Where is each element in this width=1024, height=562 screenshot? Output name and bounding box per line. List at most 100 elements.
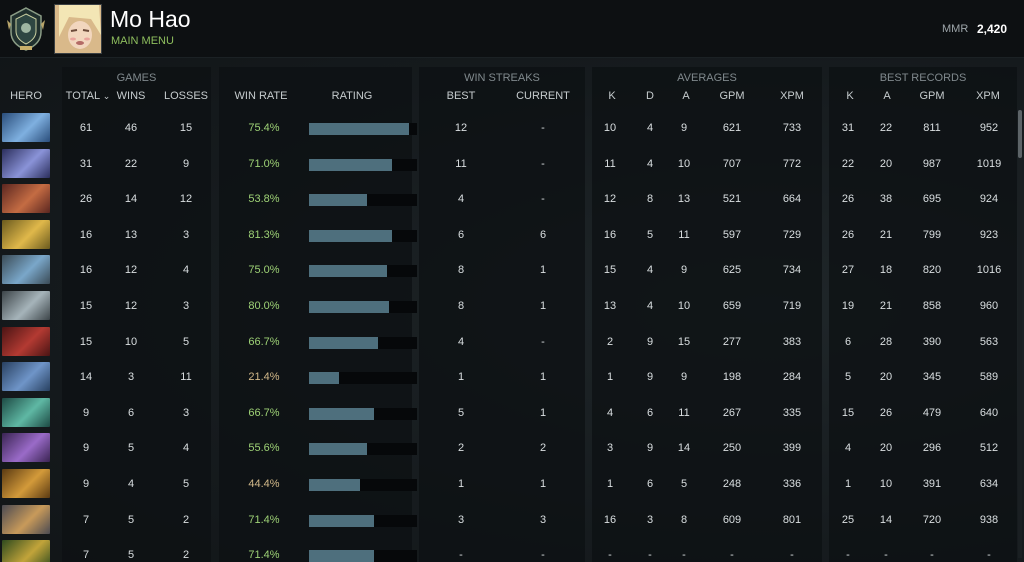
column-header-best-kills[interactable]: K bbox=[846, 90, 854, 102]
stat-best-streak: 8 bbox=[457, 264, 465, 277]
scrollbar-thumb[interactable] bbox=[1018, 110, 1022, 158]
stat-total: 7 bbox=[82, 549, 90, 562]
column-header-losses[interactable]: LOSSES bbox=[163, 90, 209, 102]
column-header-best-gpm[interactable]: GPM bbox=[919, 90, 945, 102]
rating-bar bbox=[309, 336, 378, 349]
table-row[interactable]: 16 12 4 75.0% 8 1 15 4 9 625 734 27 18 820 1016 bbox=[0, 252, 1024, 288]
column-header-avg-xpm[interactable]: XPM bbox=[780, 90, 804, 102]
column-header-best-streak[interactable]: BEST bbox=[446, 90, 476, 102]
column-header-avg-deaths[interactable]: D bbox=[646, 90, 654, 102]
table-row[interactable]: 31 22 9 71.0% 11 - 11 4 10 707 772 22 20 987 1019 bbox=[0, 146, 1024, 182]
stat-avg-assists: 8 bbox=[680, 513, 688, 526]
column-header-best-assists[interactable]: A bbox=[883, 90, 891, 102]
column-header-avg-gpm[interactable]: GPM bbox=[719, 90, 745, 102]
hero-portrait-green-gold-icon[interactable] bbox=[2, 540, 50, 562]
hero-portrait-red-brute-icon[interactable] bbox=[2, 184, 50, 214]
column-header-avg-kills[interactable]: K bbox=[608, 90, 616, 102]
hero-portrait-blue-ranger-icon[interactable] bbox=[2, 113, 50, 142]
table-row[interactable]: 16 13 3 81.3% 6 6 16 5 11 597 729 26 21 799 923 bbox=[0, 217, 1024, 253]
rating-bar bbox=[309, 123, 409, 135]
scrollbar[interactable] bbox=[1018, 110, 1022, 558]
stat-avg-xpm: 734 bbox=[782, 264, 802, 277]
hero-portrait-winged-archer-icon[interactable] bbox=[2, 504, 50, 534]
table-row[interactable]: 9 6 3 66.7% 5 1 4 6 11 267 335 15 26 479 640 bbox=[0, 395, 1024, 431]
stat-avg-deaths: 6 bbox=[646, 478, 654, 490]
stat-total: 61 bbox=[79, 122, 93, 134]
table-row[interactable]: 7 5 2 71.4% - - - - - - - - - - - bbox=[0, 537, 1024, 562]
table-row[interactable]: 61 46 15 75.4% 12 - 10 4 9 621 733 31 22 811 952 bbox=[0, 110, 1024, 146]
stat-best-kills: 26 bbox=[841, 228, 855, 241]
table-row[interactable]: 15 12 3 80.0% 8 1 13 4 10 659 719 19 21 858 960 bbox=[0, 288, 1024, 324]
hero-portrait-purple-knight-icon[interactable] bbox=[2, 148, 50, 178]
hero-portrait-bearded-dwarf-icon[interactable] bbox=[2, 469, 50, 498]
stat-wins: 14 bbox=[124, 193, 138, 206]
column-header-rating[interactable]: RATING bbox=[331, 90, 373, 102]
stat-best-assists: 26 bbox=[879, 406, 893, 419]
hero-portrait-golden-sorceress-icon[interactable] bbox=[2, 219, 50, 249]
stat-current-streak: - bbox=[541, 157, 545, 170]
stat-losses: 9 bbox=[182, 157, 190, 170]
table-row[interactable]: 9 5 4 55.6% 2 2 3 9 14 250 399 4 20 296 512 bbox=[0, 430, 1024, 466]
column-header-avg-assists[interactable]: A bbox=[682, 90, 690, 102]
stat-avg-deaths: 9 bbox=[646, 371, 654, 384]
stat-losses: 12 bbox=[179, 193, 193, 206]
hero-portrait-red-hooded-icon[interactable] bbox=[2, 326, 50, 356]
column-header-wins[interactable]: WINS bbox=[116, 90, 146, 102]
table-row[interactable]: 15 10 5 66.7% 4 - 2 9 15 277 383 6 28 390 563 bbox=[0, 324, 1024, 360]
table-row[interactable]: 7 5 2 71.4% 3 3 16 3 8 609 801 25 14 720 938 bbox=[0, 502, 1024, 538]
column-header-total[interactable]: TOTAL ⌄ bbox=[62, 90, 114, 102]
stat-avg-kills: - bbox=[608, 549, 612, 562]
hero-portrait-blue-brawler-icon[interactable] bbox=[2, 362, 50, 392]
stat-win-rate: 75.4% bbox=[248, 122, 280, 134]
stat-best-streak: 3 bbox=[457, 513, 465, 526]
stat-best-gpm: 390 bbox=[922, 335, 942, 348]
stat-best-xpm: 1019 bbox=[976, 157, 1002, 170]
stat-avg-kills: 1 bbox=[606, 371, 614, 384]
stat-avg-kills: 16 bbox=[603, 513, 617, 526]
avatar[interactable] bbox=[54, 4, 102, 54]
hero-portrait-horned-demon-icon[interactable] bbox=[2, 433, 50, 463]
stat-avg-xpm: 336 bbox=[782, 478, 802, 490]
column-header-best-xpm[interactable]: XPM bbox=[976, 90, 1000, 102]
rating-bar bbox=[309, 158, 392, 171]
column-header-current-streak[interactable]: CURRENT bbox=[516, 90, 570, 102]
stat-total: 15 bbox=[79, 300, 93, 312]
stat-avg-assists: 13 bbox=[677, 193, 691, 206]
stat-current-streak: 3 bbox=[539, 513, 547, 526]
stat-avg-gpm: 597 bbox=[722, 228, 742, 241]
stat-total: 9 bbox=[82, 406, 90, 419]
table-row[interactable]: 14 3 11 21.4% 1 1 1 9 9 198 284 5 20 345 589 bbox=[0, 359, 1024, 395]
stat-avg-kills: 10 bbox=[603, 122, 617, 134]
group-header-averages: AVERAGES bbox=[677, 72, 737, 84]
rating-bar bbox=[309, 372, 339, 385]
stat-wins: 5 bbox=[127, 513, 135, 526]
stat-avg-gpm: 267 bbox=[722, 406, 742, 419]
rating-bar bbox=[309, 443, 367, 456]
stat-best-xpm: 1016 bbox=[976, 264, 1002, 277]
table-row[interactable]: 26 14 12 53.8% 4 - 12 8 13 521 664 26 38 695 924 bbox=[0, 181, 1024, 217]
stat-best-assists: 21 bbox=[879, 300, 893, 312]
stat-avg-kills: 16 bbox=[603, 228, 617, 241]
hero-portrait-silver-rogue-icon[interactable] bbox=[2, 291, 50, 320]
table-row[interactable]: 9 4 5 44.4% 1 1 1 6 5 248 336 1 10 391 634 bbox=[0, 466, 1024, 502]
main-menu-link[interactable]: MAIN MENU bbox=[111, 35, 174, 47]
stat-avg-xpm: 772 bbox=[782, 157, 802, 170]
stat-win-rate: 71.4% bbox=[248, 513, 280, 526]
stat-best-streak: 4 bbox=[457, 193, 465, 206]
hero-portrait-armored-warrior-icon[interactable] bbox=[2, 255, 50, 285]
stat-win-rate: 21.4% bbox=[248, 371, 280, 384]
stat-losses: 3 bbox=[182, 228, 190, 241]
stat-best-xpm: 924 bbox=[979, 193, 999, 206]
stat-best-kills: 31 bbox=[841, 122, 855, 134]
stat-best-streak: 6 bbox=[457, 228, 465, 241]
stat-best-assists: 22 bbox=[879, 122, 893, 134]
stat-current-streak: - bbox=[541, 549, 545, 562]
stat-avg-xpm: 284 bbox=[782, 371, 802, 384]
stat-avg-assists: 5 bbox=[680, 478, 688, 490]
column-header-win-rate[interactable]: WIN RATE bbox=[234, 90, 288, 102]
stat-avg-gpm: 250 bbox=[722, 442, 742, 455]
stat-wins: 3 bbox=[127, 371, 135, 384]
hero-portrait-teal-beast-icon[interactable] bbox=[2, 397, 50, 427]
rating-bar-track bbox=[309, 550, 417, 562]
column-header-hero[interactable]: HERO bbox=[10, 90, 42, 102]
